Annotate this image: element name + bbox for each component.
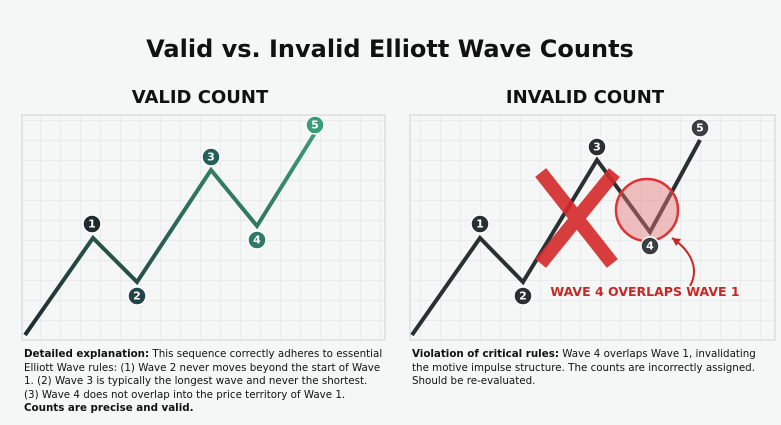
wave-node [587,137,607,157]
panel-title: INVALID COUNT [506,87,665,108]
wave-line [410,139,702,337]
explanation-lead: Detailed explanation: [24,348,150,360]
invalid-mark [535,168,695,287]
wave-node [640,236,660,256]
explanation: Detailed explanation: This sequence corr… [24,348,384,416]
wave-node-label: 1 [476,218,484,231]
panel-grid [21,114,386,341]
wave-node-label: 3 [207,151,215,164]
explanation: Violation of critical rules: Wave 4 over… [412,348,767,389]
explanation-body: Wave 4 overlaps Wave 1, invalidating the… [412,348,756,387]
wave-node-label: 4 [646,240,654,253]
wave-line [23,131,317,337]
wave-node-label: 2 [519,290,527,303]
wave-node-label: 1 [88,218,96,231]
wave-node-label: 4 [253,234,261,247]
wave-node-label: 2 [133,290,141,303]
wave-node [82,214,102,234]
title: Valid vs. Invalid Elliott Wave Counts [146,35,634,63]
annotation: WAVE 4 OVERLAPS WAVE 1 [550,284,739,299]
panel-title: VALID COUNT [132,87,269,108]
explanation-lead: Violation of critical rules: [412,348,559,360]
wave-node-label: 5 [696,122,704,135]
wave-node-label: 5 [311,119,319,132]
wave-node [127,286,147,306]
explanation-tail: Counts are precise and valid. [24,402,194,414]
wave-node [305,115,325,135]
wave-node [513,286,533,306]
wave-node [690,118,710,138]
wave-node [470,214,490,234]
explanation-body: This sequence correctly adheres to essen… [24,348,383,401]
wave-node-label: 3 [593,141,601,154]
wave-node [201,147,221,167]
wave-node [247,230,267,250]
